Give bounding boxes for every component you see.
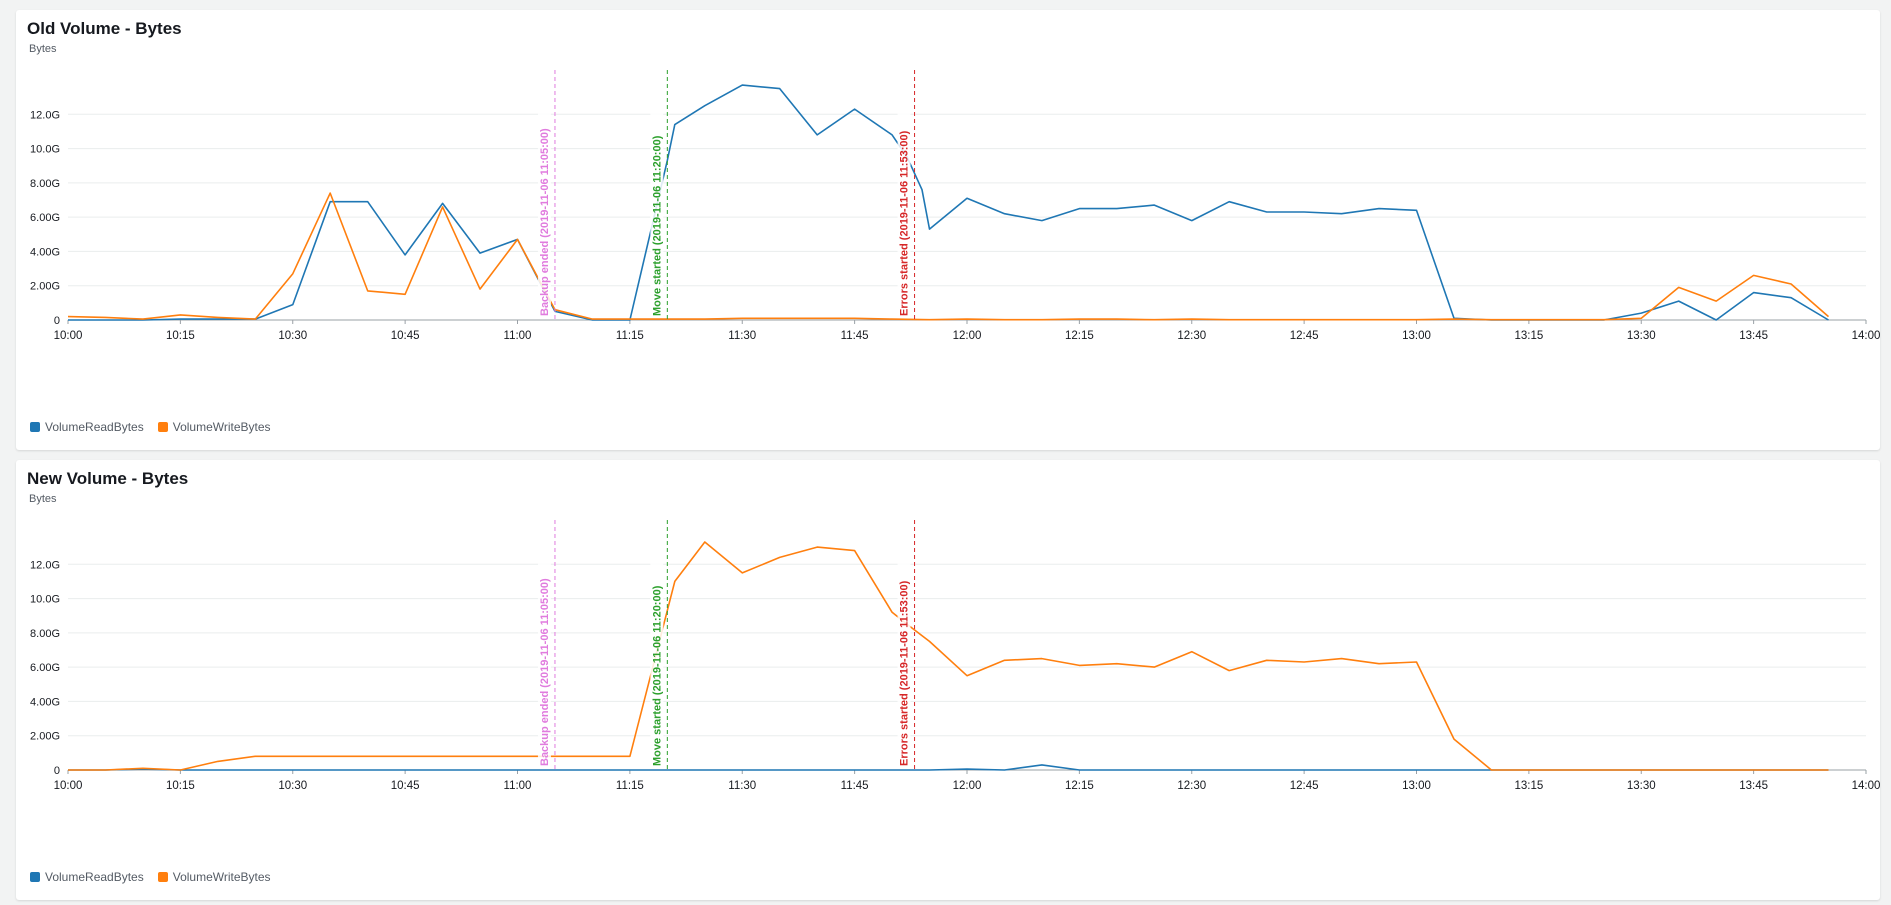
- annotation-label: Move started (2019-11-06 11:20:00): [651, 135, 663, 316]
- y-tick-label: 4.00G: [30, 246, 60, 258]
- series-line-VolumeReadBytes: [68, 85, 1829, 320]
- legend: VolumeReadBytes VolumeWriteBytes: [30, 420, 271, 434]
- x-tick-label: 10:45: [391, 780, 420, 792]
- y-tick-label: 4.00G: [30, 696, 60, 708]
- annotation-label: Errors started (2019-11-06 11:53:00): [899, 580, 911, 766]
- x-tick-label: 12:30: [1177, 330, 1206, 342]
- x-tick-label: 10:00: [54, 780, 83, 792]
- series-line-VolumeWriteBytes: [68, 193, 1829, 320]
- x-tick-label: 13:45: [1739, 330, 1768, 342]
- new-volume-panel: New Volume - Bytes Bytes 0 2.00G 4.00G 6.00G…: [16, 460, 1880, 900]
- x-tick-label: 12:45: [1290, 780, 1319, 792]
- y-tick-label: 6.00G: [30, 662, 60, 674]
- y-tick-label: 6.00G: [30, 212, 60, 224]
- annotation-label: Errors started (2019-11-06 11:53:00): [899, 130, 911, 316]
- legend-swatch-write: [158, 872, 168, 882]
- y-tick-label: 0: [54, 765, 60, 777]
- legend-swatch-write: [158, 422, 168, 432]
- legend-label-write: VolumeWriteBytes: [173, 870, 271, 884]
- x-tick-label: 12:00: [953, 780, 982, 792]
- y-tick-label: 0: [54, 315, 60, 327]
- y-tick-label: 10.0G: [30, 144, 60, 156]
- old-volume-chart: Bytes 0 2.00G 4.00G 6.00G 8.00G 10.0G 12.0G 10:0…: [16, 10, 1880, 450]
- x-tick-label: 10:30: [278, 780, 307, 792]
- x-tick-label: 13:00: [1402, 780, 1431, 792]
- x-tick-label: 11:15: [616, 330, 644, 342]
- x-tick-label: 12:15: [1065, 780, 1094, 792]
- x-tick-label: 13:45: [1739, 780, 1768, 792]
- y-tick-label: 8.00G: [30, 178, 60, 190]
- x-tick-label: 10:00: [54, 330, 83, 342]
- legend-item-write[interactable]: VolumeWriteBytes: [158, 870, 271, 884]
- x-tick-label: 14:00: [1852, 330, 1880, 342]
- x-tick-label: 13:30: [1627, 330, 1656, 342]
- legend-label-read: VolumeReadBytes: [45, 420, 144, 434]
- x-tick-label: 13:00: [1402, 330, 1431, 342]
- annotation-label: Move started (2019-11-06 11:20:00): [651, 585, 663, 766]
- x-tick-label: 10:15: [166, 780, 195, 792]
- x-tick-label: 13:30: [1627, 780, 1656, 792]
- legend-item-write[interactable]: VolumeWriteBytes: [158, 420, 271, 434]
- legend-swatch-read: [30, 422, 40, 432]
- y-tick-label: 10.0G: [30, 594, 60, 606]
- y-axis-label: Bytes: [29, 43, 57, 55]
- x-tick-label: 10:15: [166, 330, 195, 342]
- x-tick-label: 10:45: [391, 330, 420, 342]
- annotation-label: Backup ended (2019-11-06 11:05:00): [539, 128, 551, 316]
- x-tick-label: 11:00: [504, 780, 532, 792]
- x-tick-label: 12:15: [1065, 330, 1094, 342]
- x-tick-label: 13:15: [1514, 330, 1543, 342]
- y-tick-label: 2.00G: [30, 731, 60, 743]
- legend-swatch-read: [30, 872, 40, 882]
- old-volume-panel: Old Volume - Bytes Bytes 0 2.00G 4.00G 6.00G…: [16, 10, 1880, 450]
- y-tick-label: 12.0G: [30, 109, 60, 121]
- legend: VolumeReadBytes VolumeWriteBytes: [30, 870, 271, 884]
- x-tick-label: 12:00: [953, 330, 982, 342]
- legend-item-read[interactable]: VolumeReadBytes: [30, 420, 144, 434]
- x-tick-label: 12:45: [1290, 330, 1319, 342]
- legend-item-read[interactable]: VolumeReadBytes: [30, 870, 144, 884]
- y-axis-label: Bytes: [29, 493, 57, 505]
- x-tick-label: 11:30: [728, 330, 756, 342]
- new-volume-chart: Bytes 0 2.00G 4.00G 6.00G 8.00G 10.0G 12.0G 10:0…: [16, 460, 1880, 900]
- y-tick-label: 8.00G: [30, 628, 60, 640]
- legend-label-read: VolumeReadBytes: [45, 870, 144, 884]
- legend-label-write: VolumeWriteBytes: [173, 420, 271, 434]
- x-tick-label: 13:15: [1514, 780, 1543, 792]
- x-tick-label: 14:00: [1852, 780, 1880, 792]
- x-tick-label: 11:45: [841, 780, 869, 792]
- x-tick-label: 11:00: [504, 330, 532, 342]
- annotation-label: Backup ended (2019-11-06 11:05:00): [539, 578, 551, 766]
- x-tick-label: 10:30: [278, 330, 307, 342]
- y-tick-label: 12.0G: [30, 559, 60, 571]
- y-tick-label: 2.00G: [30, 281, 60, 293]
- x-tick-label: 12:30: [1177, 780, 1206, 792]
- x-tick-label: 11:30: [728, 780, 756, 792]
- x-tick-label: 11:45: [841, 330, 869, 342]
- x-tick-label: 11:15: [616, 780, 644, 792]
